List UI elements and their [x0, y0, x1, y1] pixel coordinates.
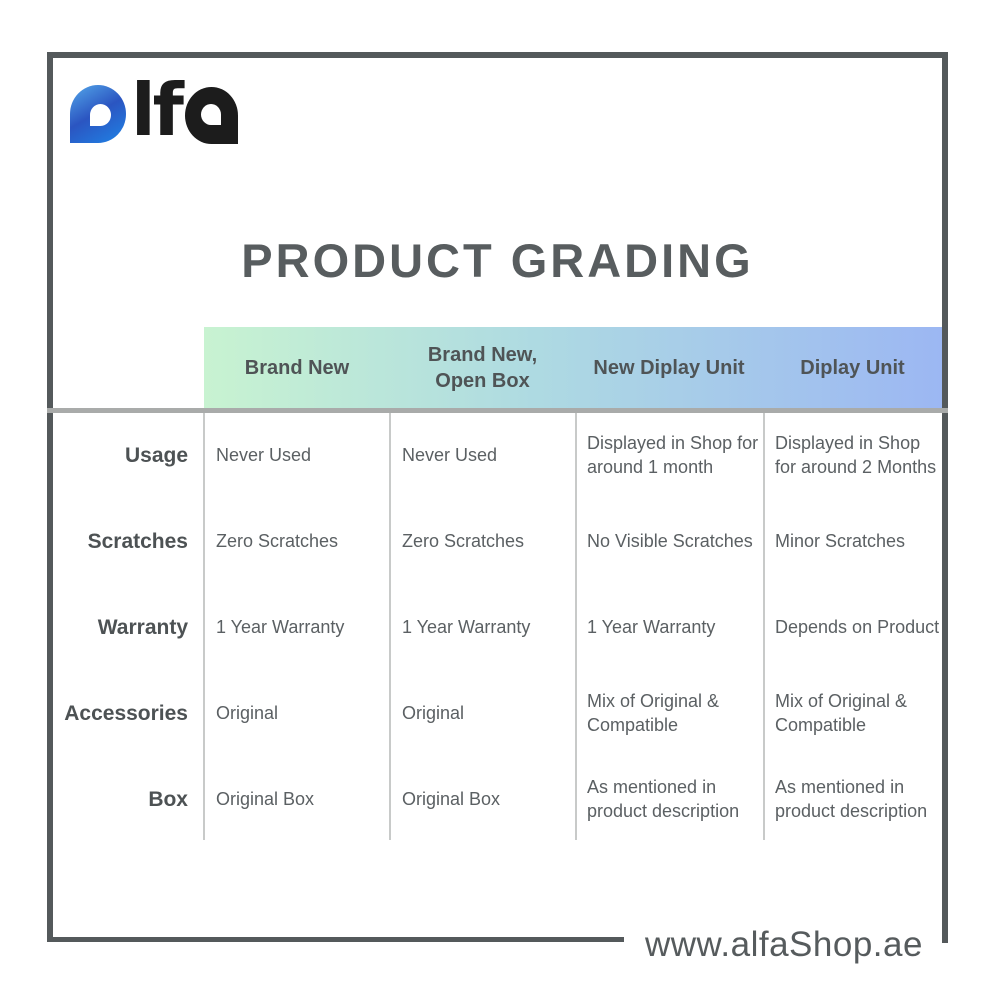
frame-border-left: [47, 52, 53, 942]
table-cell: Original: [402, 703, 465, 724]
column-header: Diplay Unit: [800, 356, 905, 379]
alfa-logo-blue-a-icon: [70, 85, 126, 143]
alfa-logo-black-a-icon: [185, 87, 239, 144]
website-url: www.alfaShop.ae: [645, 925, 923, 964]
column-divider: [203, 413, 205, 840]
table-cell: Never Used: [402, 445, 498, 466]
table-cell: As mentioned in product description: [587, 777, 740, 821]
table-cell: Displayed in Shop for around 1 month: [587, 433, 759, 477]
frame-border-right: [942, 52, 948, 943]
table-cell: As mentioned in product description: [775, 777, 928, 821]
table-cell: 1 Year Warranty: [402, 617, 531, 638]
table-cell: 1 Year Warranty: [216, 617, 345, 638]
table-cell: Minor Scratches: [775, 531, 906, 552]
table-cell: Zero Scratches: [216, 531, 339, 552]
table-cell: Original Box: [216, 789, 315, 810]
column-header: Brand New, Open Box: [427, 343, 538, 392]
grading-table: Usage Never Used Never Used Displayed in Sh…: [53, 413, 942, 843]
table-cell: Never Used: [216, 445, 312, 466]
table-cell: Original: [216, 703, 279, 724]
column-header: Brand New: [244, 356, 350, 379]
row-header: Scratches: [87, 530, 188, 553]
column-divider: [763, 413, 765, 840]
column-divider: [389, 413, 391, 840]
header-separator-line: [47, 408, 948, 413]
row-header: Accessories: [64, 702, 188, 725]
alfa-logo-letters: lf: [131, 68, 184, 152]
table-cell: No Visible Scratches: [587, 531, 753, 552]
table-cell: Displayed in Shop for around 2 Months: [775, 433, 937, 477]
table-cell: 1 Year Warranty: [587, 617, 716, 638]
row-header: Box: [148, 788, 188, 811]
row-header: Usage: [124, 444, 188, 467]
table-cell: Mix of Original & Compatible: [587, 691, 720, 735]
column-header: New Diplay Unit: [593, 356, 745, 379]
brand-logo: lf: [70, 68, 239, 152]
page-title: PRODUCT GRADING: [241, 234, 754, 287]
frame-border-bottom: [47, 937, 624, 942]
table-cell: Depends on Product: [775, 617, 940, 638]
row-header: Warranty: [97, 616, 188, 639]
table-cell: Original Box: [402, 789, 501, 810]
column-divider: [575, 413, 577, 840]
table-header-row: Brand New Brand New, Open Box New Diplay U…: [204, 327, 942, 408]
table-cell: Zero Scratches: [402, 531, 525, 552]
frame-border-top: [47, 52, 948, 58]
table-cell: Mix of Original & Compatible: [775, 691, 908, 735]
